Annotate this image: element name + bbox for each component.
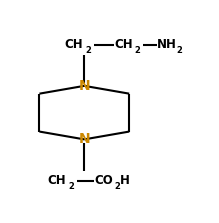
Text: 2: 2: [135, 46, 141, 55]
Text: 2: 2: [114, 182, 120, 191]
Text: CO: CO: [94, 174, 113, 187]
Text: 2: 2: [177, 46, 183, 55]
Text: H: H: [120, 174, 130, 187]
Text: CH: CH: [65, 38, 83, 51]
Text: CH: CH: [114, 38, 132, 51]
Text: N: N: [78, 79, 90, 93]
Text: 2: 2: [85, 46, 91, 55]
Text: CH: CH: [47, 174, 66, 187]
Text: 2: 2: [68, 182, 74, 191]
Text: N: N: [78, 132, 90, 146]
Text: NH: NH: [157, 38, 177, 51]
